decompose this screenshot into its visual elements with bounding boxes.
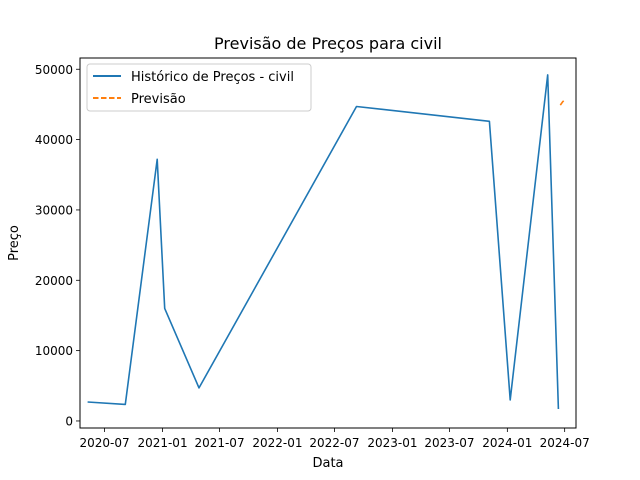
- x-tick-label: 2021-01: [137, 436, 187, 450]
- y-tick-label: 30000: [35, 203, 73, 217]
- series-layer: [87, 74, 566, 410]
- y-axis: 0 10000 20000 30000 40000 50000: [35, 63, 80, 428]
- legend-label-history: Histórico de Preços - civil: [131, 70, 294, 85]
- y-tick-label: 40000: [35, 133, 73, 147]
- y-tick-label: 0: [65, 414, 73, 428]
- series-line-history: [87, 74, 560, 410]
- legend: Histórico de Preços - civil Previsão: [86, 63, 312, 112]
- x-tick-label: 2023-01: [367, 436, 417, 450]
- axes-frame: [79, 57, 577, 429]
- x-tick-label: 2023-07: [424, 436, 474, 450]
- y-axis-label: Preço: [7, 225, 22, 261]
- x-tick-label: 2022-01: [252, 436, 302, 450]
- x-tick-label: 2022-07: [309, 436, 359, 450]
- legend-frame: [86, 63, 312, 112]
- x-axis-label: Data: [312, 456, 343, 471]
- x-tick-label: 2021-07: [194, 436, 244, 450]
- x-tick-label: 2020-07: [79, 436, 129, 450]
- y-tick-label: 50000: [35, 63, 73, 77]
- chart-title: Previsão de Preços para civil: [214, 34, 442, 53]
- legend-label-forecast: Previsão: [131, 92, 186, 107]
- x-axis: 2020-07 2021-01 2021-07 2022-01 2022-07 2023-…: [79, 428, 590, 450]
- x-tick-label: 2024-07: [540, 436, 590, 450]
- y-tick-label: 10000: [35, 344, 73, 358]
- plot-area: [79, 57, 577, 429]
- x-tick-label: 2024-01: [482, 436, 532, 450]
- y-tick-label: 20000: [35, 274, 73, 288]
- series-line-forecast: [559, 98, 566, 106]
